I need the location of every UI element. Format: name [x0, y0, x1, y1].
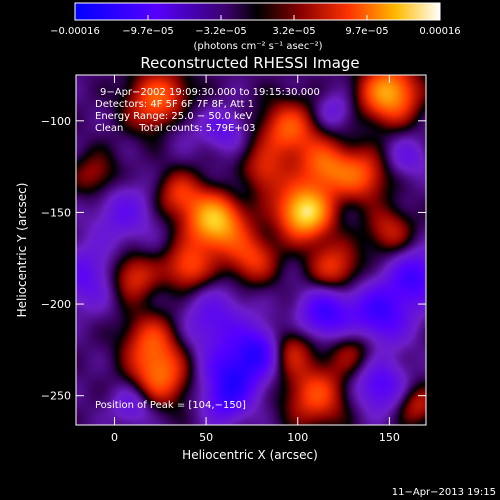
- footer-timestamp: 11−Apr−2013 19:15: [392, 487, 496, 498]
- plot-frame: [75, 74, 427, 426]
- chart-title: Reconstructed RHESSI Image: [140, 54, 359, 72]
- y-axis-label: Heliocentric Y (arcsec): [15, 183, 29, 318]
- colorbar-tick-label: 3.2e−05: [272, 26, 315, 37]
- annotation-block: 9−Apr−2002 19:09:30.000 to 19:15:30.000 …: [95, 87, 320, 411]
- colorbar-tick-label: −9.7e−05: [122, 26, 174, 37]
- plot-area: 0 50 100 150 −100 −150 −200 −250: [41, 74, 427, 444]
- annotation-time-range: 9−Apr−2002 19:09:30.000 to 19:15:30.000: [100, 87, 320, 98]
- colorbar-tick-label: 0.00016: [419, 26, 460, 37]
- colorbar: −0.00016 −9.7e−05 −3.2e−05 3.2e−05 9.7e−05 0.…: [50, 2, 461, 52]
- x-tick-label: 50: [199, 431, 213, 444]
- heatmap-image: [76, 75, 426, 425]
- colorbar-ticks: −0.00016 −9.7e−05 −3.2e−05 3.2e−05 9.7e−05 0.…: [50, 15, 461, 37]
- annotation-detectors: Detectors: 4F 5F 6F 7F 8F, Att 1: [95, 99, 254, 110]
- y-tick-label: −150: [41, 206, 71, 219]
- y-tick-label: −100: [41, 115, 71, 128]
- annotation-energy-range: Energy Range: 25.0 − 50.0 keV: [95, 111, 252, 122]
- colorbar-gradient: [74, 2, 441, 21]
- peak-position-label: Position of Peak = [104,−150]: [95, 400, 246, 411]
- x-axis-label: Heliocentric X (arcsec): [182, 448, 318, 462]
- annotation-total-counts: Clean Total counts: 5.79E+03: [95, 123, 255, 134]
- colorbar-tick-label: −0.00016: [50, 26, 100, 37]
- colorbar-tick-label: 9.7e−05: [345, 26, 388, 37]
- colorbar-units-label: (photons cm⁻² s⁻¹ asec⁻²): [193, 41, 322, 52]
- y-tick-label: −250: [41, 390, 71, 403]
- y-tick-label: −200: [41, 298, 71, 311]
- x-tick-label: 100: [287, 431, 308, 444]
- x-axis-ticks: 0 50 100 150: [111, 75, 400, 444]
- y-axis-ticks: −100 −150 −200 −250: [41, 115, 426, 403]
- x-tick-label: 150: [379, 431, 400, 444]
- x-tick-label: 0: [111, 431, 118, 444]
- colorbar-tick-label: −3.2e−05: [195, 26, 247, 37]
